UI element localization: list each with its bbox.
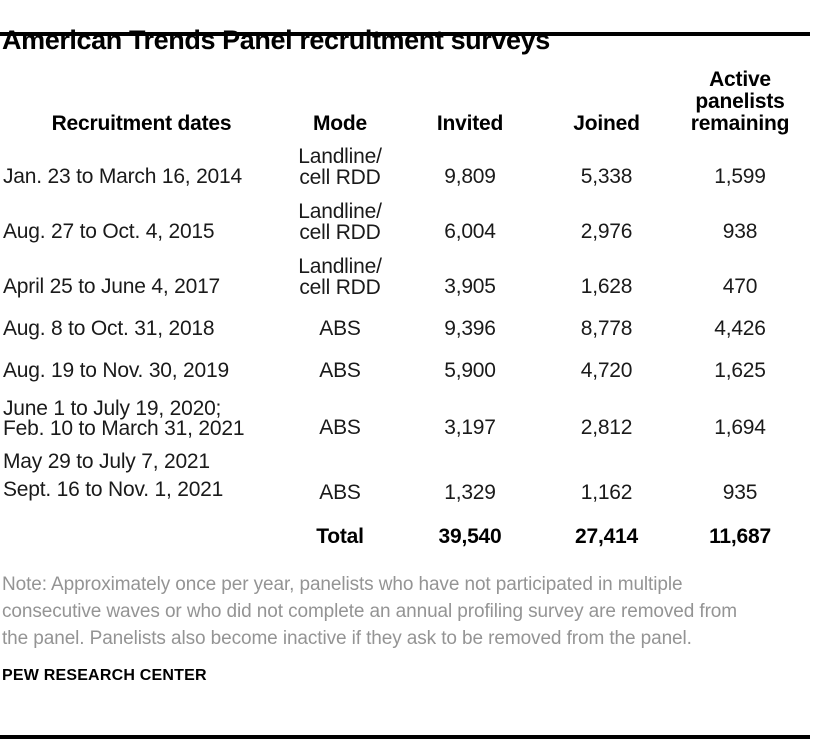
joined-cell: 1,162 bbox=[580, 481, 633, 505]
mode-cell: ABS bbox=[319, 358, 361, 382]
date-cell: Aug. 8 to Oct. 31, 2018 bbox=[3, 316, 215, 340]
active-remaining-cell: 935 bbox=[722, 481, 758, 505]
joined-cell: 4,720 bbox=[580, 358, 633, 382]
active-remaining-cell: 1,599 bbox=[714, 164, 766, 188]
invited-cell: 3,905 bbox=[444, 274, 496, 298]
note-text: Note: Approximately once per year, panel… bbox=[2, 574, 737, 650]
total-joined-cell: 27,414 bbox=[574, 525, 639, 549]
column-header-active-panelists-remaining: Active panelists remaining bbox=[690, 67, 790, 136]
source-label: PEW RESEARCH CENTER bbox=[2, 667, 207, 685]
top-divider bbox=[0, 32, 810, 36]
joined-cell: 5,338 bbox=[580, 164, 633, 188]
invited-cell: 5,900 bbox=[444, 358, 496, 382]
date-cell: April 25 to June 4, 2017 bbox=[3, 274, 221, 298]
table-row: April 25 to June 4, 2017 Landline/cell RD… bbox=[0, 252, 810, 307]
page-title: American Trends Panel recruitment survey… bbox=[2, 25, 550, 55]
mode-cell: Landline/cell RDD bbox=[298, 200, 382, 244]
invited-cell: 1,329 bbox=[444, 481, 496, 505]
joined-cell: 8,778 bbox=[580, 316, 633, 340]
invited-cell: 6,004 bbox=[444, 219, 496, 243]
mode-cell: Landline/cell RDD bbox=[298, 145, 382, 189]
mode-cell: ABS bbox=[319, 415, 361, 439]
total-label-cell: Total bbox=[316, 525, 364, 549]
joined-cell: 2,976 bbox=[580, 219, 633, 243]
table-row: Jan. 23 to March 16, 2014 Landline/cell R… bbox=[0, 142, 810, 197]
table-row: Aug. 27 to Oct. 4, 2015 Landline/cell RDD… bbox=[0, 197, 810, 252]
date-cell: Aug. 19 to Nov. 30, 2019 bbox=[3, 358, 229, 382]
active-remaining-cell: 938 bbox=[722, 219, 758, 243]
total-empty-cell bbox=[0, 513, 283, 557]
column-header-joined: Joined bbox=[573, 112, 640, 136]
mode-cell: Landline/cell RDD bbox=[298, 255, 382, 299]
invited-cell: 3,197 bbox=[444, 415, 496, 439]
total-row: Total 39,540 27,414 11,687 bbox=[0, 513, 810, 557]
total-invited-cell: 39,540 bbox=[438, 525, 502, 549]
joined-cell: 1,628 bbox=[580, 274, 633, 298]
date-cell: Jan. 23 to March 16, 2014 bbox=[3, 164, 242, 188]
total-active-remaining-cell: 11,687 bbox=[709, 525, 771, 549]
table-header-row: Recruitment dates Mode Invited Joined Active… bbox=[0, 66, 810, 142]
column-header-mode: Mode bbox=[312, 112, 368, 136]
table-row: Aug. 8 to Oct. 31, 2018 ABS 9,396 8,778 4,42… bbox=[0, 307, 810, 349]
recruitment-surveys-table: Recruitment dates Mode Invited Joined Active… bbox=[0, 66, 810, 557]
joined-cell: 2,812 bbox=[580, 415, 633, 439]
bottom-divider bbox=[0, 735, 810, 739]
active-remaining-cell: 1,694 bbox=[714, 415, 766, 439]
column-header-recruitment-dates: Recruitment dates bbox=[51, 112, 232, 136]
invited-cell: 9,809 bbox=[444, 164, 496, 188]
active-remaining-cell: 1,625 bbox=[714, 358, 766, 382]
invited-cell: 9,396 bbox=[444, 316, 496, 340]
column-header-invited: Invited bbox=[436, 112, 504, 136]
date-cell: Aug. 27 to Oct. 4, 2015 bbox=[3, 219, 215, 243]
active-remaining-cell: 4,426 bbox=[714, 316, 766, 340]
table-row: May 29 to July 7, 2021 Sept. 16 to Nov. 1… bbox=[0, 448, 810, 513]
table-row: Aug. 19 to Nov. 30, 2019 ABS 5,900 4,720 1,6… bbox=[0, 349, 810, 391]
table-row: June 1 to July 19, 2020; Feb. 10 to March… bbox=[0, 391, 810, 448]
active-remaining-cell: 470 bbox=[722, 274, 758, 298]
date-cell: June 1 to July 19, 2020; Feb. 10 to March… bbox=[3, 396, 245, 440]
mode-cell: ABS bbox=[319, 316, 361, 340]
date-cell: May 29 to July 7, 2021 Sept. 16 to Nov. 1… bbox=[3, 450, 224, 502]
mode-cell: ABS bbox=[319, 481, 361, 505]
